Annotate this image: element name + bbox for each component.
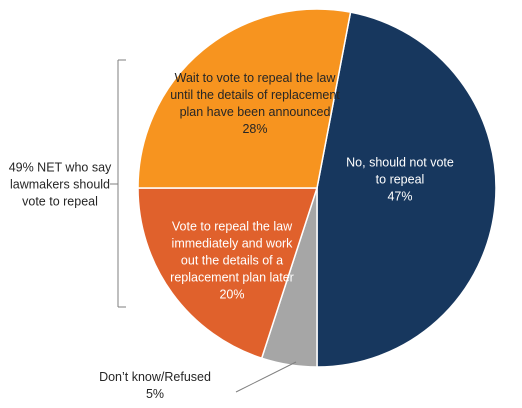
pie-slice — [137, 8, 352, 189]
slice-label: Wait to vote to repeal the law until the… — [170, 70, 340, 138]
pie-slice — [137, 187, 319, 360]
category-label: No, should not vote to repeal — [346, 155, 454, 187]
slice-label: No, should not vote to repeal 47% — [340, 155, 460, 206]
slice-label: Don’t know/Refused 5% — [75, 369, 235, 403]
annotation: 49% NET who say lawmakers should vote to… — [8, 160, 112, 209]
category-label: Vote to repeal the law immediately and w… — [170, 219, 294, 285]
value-label: 28% — [242, 122, 268, 136]
category-label: Wait to vote to repeal the law until the… — [170, 71, 340, 119]
value-label: 47% — [387, 189, 413, 204]
leader-line — [235, 361, 297, 393]
value-label: 5% — [145, 387, 165, 401]
pie — [137, 8, 497, 368]
value-label: 20% — [219, 287, 245, 302]
slice-label: Vote to repeal the law immediately and w… — [170, 219, 295, 304]
pie-slice — [316, 11, 497, 368]
category-label: Don’t know/Refused — [99, 370, 211, 384]
